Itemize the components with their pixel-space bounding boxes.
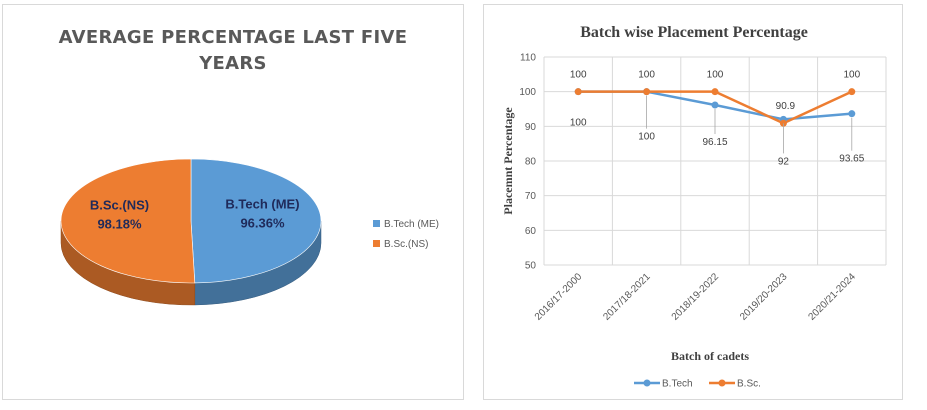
data-label: 92 [778,156,790,167]
x-tick-label: 2019/20-2023 [738,271,790,323]
series-1-point [711,101,719,109]
data-label: 93.65 [839,154,864,165]
y-tick-label: 70 [525,191,537,202]
series-1-point [848,110,856,118]
data-label: 100 [638,70,655,81]
pie-slice-2 [60,158,196,284]
line-chart-title: Batch wise Placement Percentage [580,24,808,41]
legend-label-1: B.Tech (ME) [384,219,439,230]
legend-marker-1 [643,379,651,387]
pie-slice-1 [190,158,322,284]
y-tick-label: 60 [525,226,537,237]
data-label: 90.9 [776,101,796,112]
y-tick-label: 100 [519,87,536,98]
pie-chart-title: AVERAGE PERCENTAGE LAST FIVE YEARS [58,27,408,74]
x-axis-title: Batch of cadets [671,349,749,363]
pie-chart-panel: AVERAGE PERCENTAGE LAST FIVE YEARS B.Tec… [2,4,464,400]
legend-label-1: B.Tech [662,379,693,390]
legend-swatch-2 [373,240,380,247]
line-chart-panel: Batch wise Placement Percentage 50 60 70 80 9… [483,4,903,400]
data-label: 96.15 [702,137,727,148]
line-chart-canvas: Batch wise Placement Percentage 50 60 70 80 9… [501,24,887,390]
pie-slice-label-name: B.Tech (ME) [225,196,299,211]
data-label: 100 [570,118,587,129]
x-tick-label: 2020/21-2024 [806,271,858,323]
y-tick-label: 80 [525,157,537,168]
legend-label-2: B.Sc.(NS) [384,239,428,250]
series-2-point [779,119,787,127]
pie-slice-label-value: 96.36% [240,215,285,230]
series-2-point [643,88,651,96]
x-tick-label: 2016/17-2000 [533,271,585,323]
y-tick-label: 50 [525,261,537,272]
pie-slice-label-name: B.Sc.(NS) [90,198,149,213]
series-2-point [848,88,856,96]
pie-chart-canvas: B.Tech (ME) 96.36% B.Sc.(NS) 98.18% B.Tech (… [60,158,439,306]
data-label: 100 [570,70,587,81]
pie-slice-label-value: 98.18% [97,217,142,232]
x-tick-label: 2018/19-2022 [670,271,722,323]
legend-label-2: B.Sc. [737,379,761,390]
y-tick-label: 90 [525,122,537,133]
legend-swatch-1 [373,220,380,227]
y-tick-label: 110 [520,53,536,64]
data-label: 100 [638,132,655,143]
y-axis-title: Placemnt Percentage [501,107,515,215]
series-2-point [711,88,719,96]
x-tick-label: 2017/18-2021 [601,271,653,323]
legend-marker-2 [718,379,726,387]
data-label: 100 [843,70,860,81]
series-2-point [574,88,582,96]
data-label: 100 [707,70,724,81]
